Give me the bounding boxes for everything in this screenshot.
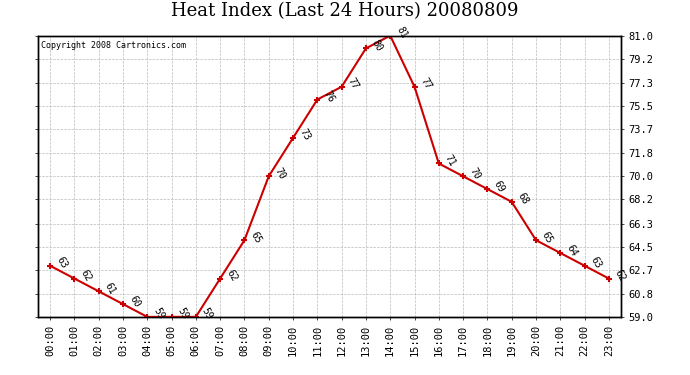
Text: 70: 70 bbox=[273, 166, 288, 181]
Text: 62: 62 bbox=[224, 268, 239, 283]
Text: 68: 68 bbox=[516, 191, 531, 207]
Text: 59: 59 bbox=[200, 306, 215, 322]
Text: 65: 65 bbox=[248, 230, 263, 245]
Text: 73: 73 bbox=[297, 128, 312, 142]
Text: 65: 65 bbox=[540, 230, 555, 245]
Text: 62: 62 bbox=[613, 268, 628, 283]
Text: 77: 77 bbox=[346, 76, 360, 92]
Text: 71: 71 bbox=[443, 153, 457, 168]
Text: 80: 80 bbox=[370, 38, 384, 53]
Text: 61: 61 bbox=[103, 281, 117, 296]
Text: 77: 77 bbox=[419, 76, 433, 92]
Text: 59: 59 bbox=[151, 306, 166, 322]
Text: 63: 63 bbox=[55, 255, 69, 270]
Text: 60: 60 bbox=[127, 294, 141, 309]
Text: 70: 70 bbox=[467, 166, 482, 181]
Text: 69: 69 bbox=[491, 178, 506, 194]
Text: 63: 63 bbox=[589, 255, 603, 270]
Text: Heat Index (Last 24 Hours) 20080809: Heat Index (Last 24 Hours) 20080809 bbox=[171, 2, 519, 20]
Text: 62: 62 bbox=[79, 268, 93, 283]
Text: 81: 81 bbox=[395, 25, 409, 40]
Text: 59: 59 bbox=[176, 306, 190, 322]
Text: 64: 64 bbox=[564, 243, 579, 258]
Text: Copyright 2008 Cartronics.com: Copyright 2008 Cartronics.com bbox=[41, 41, 186, 50]
Text: 76: 76 bbox=[322, 89, 336, 104]
